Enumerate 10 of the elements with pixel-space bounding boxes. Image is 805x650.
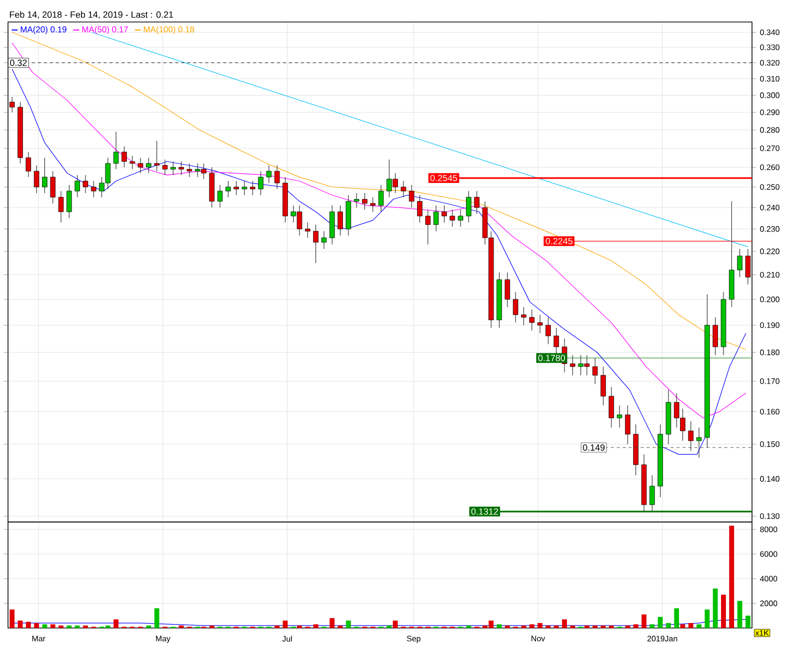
legend-label: MA(100) 0.18 — [144, 26, 194, 34]
ref-line-label: 0.1312 — [471, 508, 498, 515]
ref-line-label: 0.2545 — [430, 174, 458, 182]
ref-line-label: 0.32 — [10, 60, 27, 66]
ref-line-label: 0.1780 — [538, 354, 566, 362]
ref-line-label: 0.149 — [582, 444, 605, 451]
ref-line-label: 0.2245 — [546, 238, 572, 244]
chart-title: Feb 14, 2018 - Feb 14, 2019 - Last : 0.21 — [10, 11, 174, 19]
legend-label: MA(20) 0.19 — [20, 26, 66, 34]
legend-label: MA(50) 0.17 — [82, 26, 128, 34]
